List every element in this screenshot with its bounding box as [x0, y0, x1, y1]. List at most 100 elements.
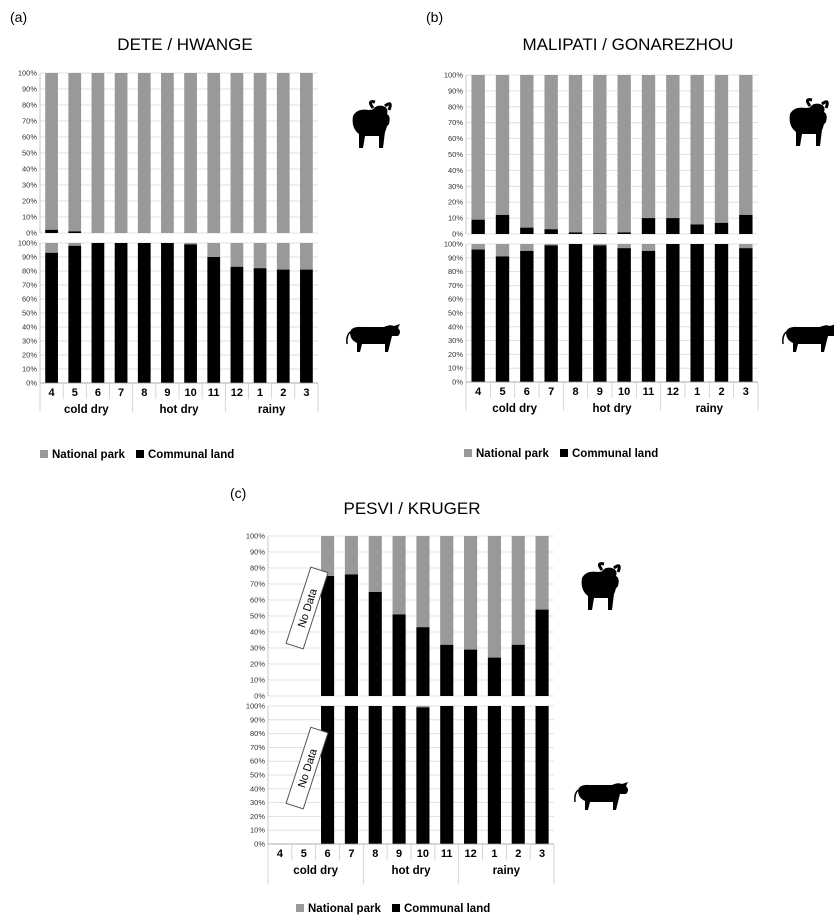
y-tick-label: 40% — [448, 166, 463, 175]
cattle-icon — [574, 782, 628, 810]
buffalo-head — [371, 105, 390, 128]
y-tick-label: 50% — [250, 612, 265, 621]
bar-national-park — [487, 536, 501, 658]
season-label: cold dry — [492, 403, 537, 415]
month-label: 7 — [348, 848, 354, 860]
panel-label: (b) — [426, 9, 443, 25]
chart-dete-hwange: (a)DETE / HWANGE0%10%20%30%40%50%60%70%8… — [10, 9, 400, 461]
y-tick-label: 0% — [452, 378, 463, 387]
y-tick-label: 90% — [448, 86, 463, 95]
y-tick-label: 90% — [448, 253, 463, 262]
y-tick-label: 90% — [22, 253, 37, 262]
month-label: 7 — [118, 387, 124, 399]
bar-national-park — [495, 75, 510, 215]
month-label: 12 — [464, 848, 476, 860]
legend-communal-land: Communal land — [148, 449, 234, 461]
month-label: 1 — [694, 386, 700, 398]
bar-communal-land — [535, 706, 549, 844]
bar-communal-land — [487, 706, 501, 844]
month-label: 11 — [441, 848, 453, 860]
legend: National park Communal land — [464, 448, 658, 460]
month-label: 9 — [597, 386, 603, 398]
y-tick-label: 60% — [22, 295, 37, 304]
legend-communal-land: Communal land — [572, 448, 658, 460]
bar-national-park — [344, 536, 358, 575]
bar-communal-land — [137, 243, 151, 383]
bar-national-park — [739, 75, 753, 215]
bar-national-park — [276, 243, 290, 270]
bar-communal-land — [568, 244, 583, 382]
y-tick-label: 100% — [18, 69, 38, 78]
bar-national-park — [471, 244, 485, 250]
y-tick-label: 80% — [22, 101, 37, 110]
bar-communal-land — [344, 706, 358, 844]
month-label: 8 — [372, 848, 378, 860]
month-label: 3 — [539, 848, 545, 860]
buffalo-panel: 0%10%20%30%40%50%60%70%80%90%100%No Data — [246, 532, 554, 701]
y-tick-label: 20% — [22, 197, 37, 206]
season-label: rainy — [696, 403, 724, 415]
bar-national-park — [544, 244, 558, 246]
chart-malipati-gonarezhou: (b)MALIPATI / GONAREZHOU0%10%20%30%40%50… — [426, 9, 834, 460]
bar-communal-land — [344, 574, 358, 696]
bar-national-park — [520, 244, 534, 251]
y-tick-label: 40% — [250, 784, 265, 793]
legend-national-park: National park — [476, 448, 549, 460]
month-label: 12 — [231, 387, 243, 399]
y-tick-label: 30% — [250, 798, 265, 807]
y-tick-label: 100% — [246, 532, 266, 541]
legend-swatch-communal-land — [560, 449, 568, 457]
cattle-body — [350, 324, 400, 352]
panel-label: (c) — [230, 485, 246, 501]
bar-communal-land — [91, 243, 105, 383]
y-tick-label: 60% — [448, 295, 463, 304]
y-tick-label: 10% — [250, 826, 265, 835]
month-label: 8 — [572, 386, 578, 398]
legend-national-park: National park — [308, 903, 381, 915]
bar-communal-land — [511, 644, 525, 696]
buffalo-icon — [581, 562, 621, 610]
month-label: 3 — [743, 386, 749, 398]
month-label: 5 — [72, 387, 78, 399]
legend-communal-land: Communal land — [404, 903, 490, 915]
y-tick-label: 10% — [22, 213, 37, 222]
bar-communal-land — [739, 248, 753, 382]
bar-national-park — [511, 536, 525, 645]
bar-national-park — [568, 75, 583, 233]
buffalo-horns — [805, 98, 829, 109]
y-tick-label: 100% — [444, 71, 464, 80]
bar-communal-land — [495, 214, 510, 234]
month-label: 6 — [95, 387, 101, 399]
buffalo-head — [808, 103, 827, 126]
y-tick-label: 10% — [22, 365, 37, 374]
bar-national-park — [207, 73, 221, 233]
cattle-tail — [346, 331, 351, 345]
bar-national-park — [45, 243, 58, 253]
bar-national-park — [137, 73, 151, 233]
bar-communal-land — [416, 707, 430, 844]
bar-communal-land — [666, 218, 680, 234]
bar-national-park — [45, 73, 58, 230]
bar-national-park — [207, 243, 221, 257]
cattle-body — [786, 324, 834, 352]
buffalo-head — [600, 567, 619, 590]
bar-communal-land — [487, 657, 501, 696]
bar-national-park — [617, 75, 631, 233]
bar-communal-land — [714, 222, 729, 234]
bar-communal-land — [392, 614, 406, 696]
y-tick-label: 80% — [250, 729, 265, 738]
panel-label: (a) — [10, 9, 27, 25]
cattle-panel: 0%10%20%30%40%50%60%70%80%90%100%No Data — [246, 702, 554, 849]
month-label: 4 — [277, 848, 284, 860]
bar-communal-land — [471, 249, 485, 382]
bar-national-park — [739, 244, 753, 249]
buffalo-panel: 0% 10% 20% 30% 40% 50% 60% 70% 80% 90% 100% — [444, 71, 758, 239]
y-tick-label: 20% — [250, 660, 265, 669]
y-tick-label: 0% — [26, 379, 37, 388]
no-data-frame — [285, 726, 329, 810]
bar-communal-land — [440, 706, 454, 844]
y-tick-label: 40% — [22, 323, 37, 332]
month-label: 11 — [643, 386, 655, 398]
